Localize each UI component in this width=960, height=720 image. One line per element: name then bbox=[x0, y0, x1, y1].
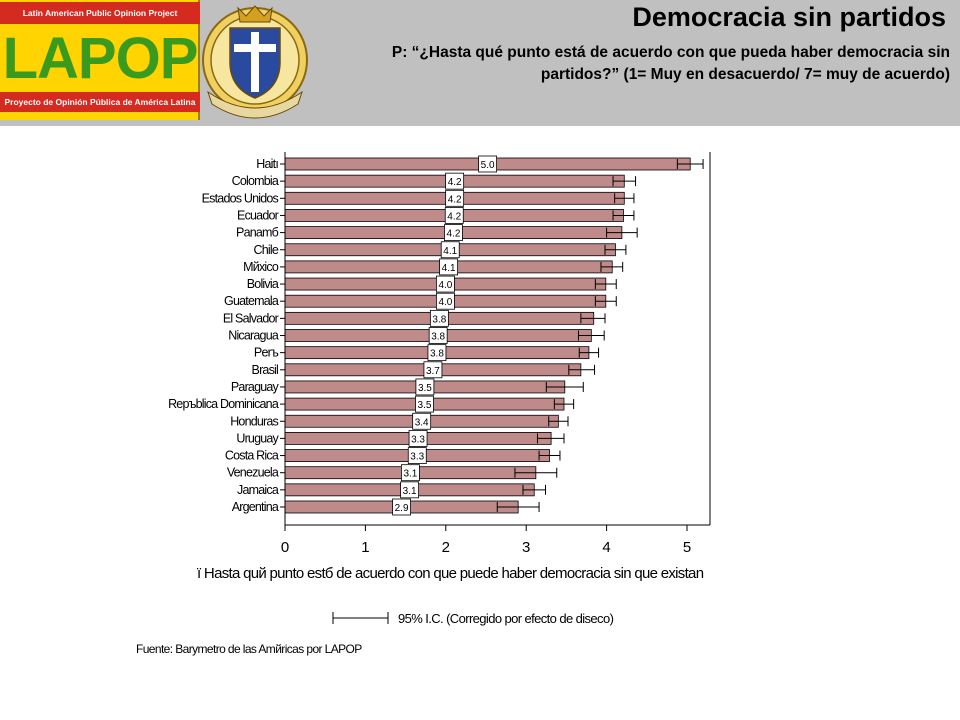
category-label: Argentina bbox=[232, 500, 279, 514]
value-label-box bbox=[415, 395, 434, 413]
value-label-box bbox=[408, 429, 428, 447]
value-label-box bbox=[445, 172, 465, 190]
page-title: Democracia sin partidos bbox=[632, 2, 946, 32]
value-label: 4.0 bbox=[438, 280, 452, 291]
value-label: 3.3 bbox=[411, 434, 425, 445]
lapop-logo-wordmark: LAPOP bbox=[2, 26, 199, 91]
category-label: Mйxico bbox=[243, 260, 279, 274]
value-label: 4.0 bbox=[438, 297, 452, 308]
category-label: Estados Unidos bbox=[202, 191, 279, 205]
survey-question: P: “¿Hasta qué punto está de acuerdo con… bbox=[391, 44, 950, 83]
value-label-box bbox=[478, 155, 498, 173]
category-label: Guatemala bbox=[224, 294, 279, 308]
value-label-box bbox=[440, 241, 460, 259]
value-label: 3.3 bbox=[410, 452, 424, 463]
value-label-box bbox=[407, 447, 427, 464]
value-label: 4.2 bbox=[448, 177, 462, 188]
value-label-box bbox=[428, 327, 448, 344]
category-label: Panamб bbox=[236, 226, 279, 240]
value-label-box bbox=[435, 292, 455, 310]
value-label-box bbox=[412, 412, 432, 430]
value-label: 3.1 bbox=[403, 486, 417, 497]
value-label-box bbox=[392, 498, 411, 516]
header-banner: Latin American Public Opinion Project LA… bbox=[0, 0, 960, 126]
x-tick-label: 5 bbox=[683, 539, 691, 556]
category-label: Nicaragua bbox=[228, 329, 279, 343]
value-label-box bbox=[439, 258, 459, 276]
category-label: Colombia bbox=[232, 174, 279, 188]
value-label: 3.5 bbox=[418, 400, 432, 411]
lapop-logo-bottom-text: Proyecto de Opinión Pública de América L… bbox=[0, 92, 200, 112]
x-tick-label: 1 bbox=[361, 539, 369, 556]
value-label-box bbox=[423, 361, 443, 379]
x-axis-title: ї Hasta quй punto estб de acuerdo con qu… bbox=[196, 565, 704, 582]
x-tick-label: 4 bbox=[602, 539, 610, 556]
value-label-box bbox=[427, 344, 447, 362]
source-note: Fuente: Barуmetro de las Amйricas por LA… bbox=[136, 642, 362, 656]
category-label: Venezuela bbox=[227, 466, 279, 480]
value-label: 4.1 bbox=[442, 263, 456, 274]
category-label: Bolivia bbox=[247, 277, 279, 291]
category-label: Haitı bbox=[256, 157, 278, 171]
value-label: 2.9 bbox=[395, 503, 409, 514]
value-label: 3.4 bbox=[415, 417, 429, 428]
value-label-box bbox=[401, 464, 420, 482]
value-label-box bbox=[400, 481, 420, 499]
value-label-box bbox=[435, 275, 455, 293]
value-label: 4.2 bbox=[448, 194, 462, 205]
value-label-box bbox=[445, 189, 465, 207]
category-label: El Salvador bbox=[223, 311, 279, 325]
value-label: 3.7 bbox=[426, 366, 440, 377]
x-tick-label: 0 bbox=[281, 539, 289, 556]
value-label-box bbox=[429, 309, 449, 327]
category-label: Honduras bbox=[230, 414, 278, 428]
category-label: Jamaica bbox=[237, 483, 279, 497]
category-label: Paraguay bbox=[231, 380, 280, 394]
category-label: Costa Rica bbox=[225, 449, 279, 463]
lapop-logo-top-text: Latin American Public Opinion Project bbox=[0, 2, 200, 24]
value-label-box bbox=[415, 378, 435, 396]
value-label: 4.2 bbox=[447, 211, 461, 222]
value-label: 3.1 bbox=[403, 469, 417, 480]
value-label: 4.1 bbox=[443, 246, 457, 257]
value-label: 3.8 bbox=[430, 349, 444, 360]
value-label: 3.8 bbox=[431, 332, 445, 343]
x-tick-label: 2 bbox=[442, 539, 450, 556]
value-label: 3.8 bbox=[432, 314, 446, 325]
category-label: Chile bbox=[254, 243, 279, 257]
category-label: Perъ bbox=[254, 346, 279, 360]
category-label: Brasil bbox=[252, 363, 278, 377]
value-label: 3.5 bbox=[418, 383, 432, 394]
legend-label: 95% I.C. (Corregido por efecto de diseсo… bbox=[398, 611, 614, 626]
category-label: Repъblica Dominicana bbox=[168, 397, 279, 411]
value-label: 5.0 bbox=[481, 160, 495, 171]
value-label-box bbox=[444, 224, 463, 242]
category-label: Uruguay bbox=[236, 431, 279, 445]
lapop-logo: Latin American Public Opinion Project LA… bbox=[0, 0, 200, 120]
category-label: Ecuador bbox=[237, 208, 279, 222]
x-tick-label: 3 bbox=[522, 539, 530, 556]
university-seal-icon bbox=[202, 5, 308, 119]
value-label: 4.2 bbox=[446, 229, 460, 240]
value-label-box bbox=[444, 207, 464, 224]
